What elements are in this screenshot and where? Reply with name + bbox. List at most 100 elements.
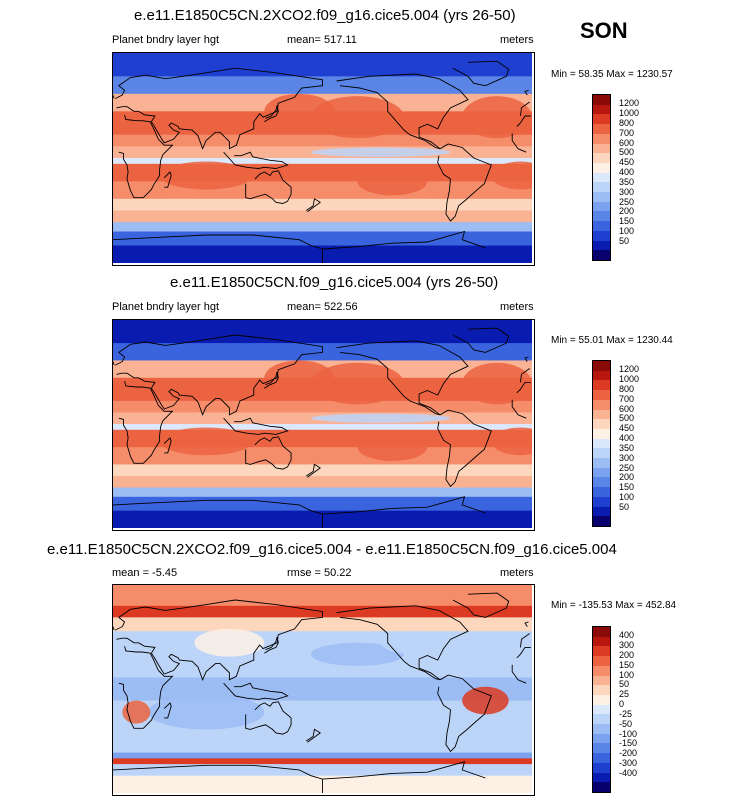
- colorbar-swatch: [593, 516, 610, 526]
- colorbar-swatch: [593, 762, 610, 773]
- colorbar-tick-label: 200: [619, 649, 635, 660]
- coastline-greenland: [452, 60, 510, 87]
- colorbar-swatch: [593, 665, 610, 676]
- coastline-japan: [264, 636, 279, 654]
- colorbar-swatch: [593, 211, 610, 222]
- colorbar-tick-label: 300: [619, 640, 635, 651]
- colorbar-swatch: [593, 458, 610, 468]
- panel-2-variable-label: Planet bndry layer hgt: [112, 301, 220, 313]
- coastline-antarctica: [113, 761, 486, 793]
- colorbar-swatch: [593, 496, 610, 507]
- colorbar-swatch: [593, 133, 610, 144]
- colorbar-tick-label: 200: [619, 206, 635, 217]
- colorbar-tick-label: 500: [619, 413, 635, 424]
- coastline-antarctica: [113, 230, 486, 263]
- coastline-indonesia: [223, 151, 289, 169]
- map-band: [113, 654, 532, 678]
- colorbar-tick-label: 800: [619, 383, 635, 394]
- colorbar-tick-label: 300: [619, 452, 635, 463]
- map-field: [113, 53, 532, 263]
- map-band: [113, 764, 532, 777]
- colorbar-swatch: [593, 627, 610, 637]
- map-patch: [122, 700, 151, 724]
- colorbar-swatch: [593, 192, 610, 202]
- map-patch: [159, 427, 253, 456]
- colorbar-swatch: [593, 390, 610, 400]
- colorbar-swatch: [593, 240, 610, 251]
- colorbar-swatch: [593, 250, 610, 260]
- map-patch: [194, 628, 265, 657]
- map-patch: [310, 96, 404, 139]
- coastline-eurasia: [115, 334, 530, 417]
- map-patch: [357, 167, 428, 196]
- coastline-indonesia: [223, 682, 289, 700]
- panel-1-colorbar-ticks: 1200 1000 800 700 600 500 450 400 350 300 250 200 15…: [619, 94, 659, 261]
- colorbar-tick-label: 450: [619, 157, 635, 168]
- colorbar-tick-label: 50: [619, 235, 630, 246]
- season-label: SON: [580, 18, 628, 43]
- colorbar-swatch: [593, 694, 610, 705]
- colorbar-swatch: [593, 370, 610, 381]
- colorbar-tick-label: 400: [619, 630, 635, 641]
- colorbar-swatch: [593, 221, 610, 231]
- colorbar-swatch: [593, 646, 610, 657]
- coastline-madagascar: [163, 171, 172, 188]
- map-field: [113, 585, 532, 793]
- panel-3-colorbar: [592, 626, 611, 793]
- colorbar-swatch: [593, 201, 610, 212]
- panel-2-mean: mean= 522.56: [287, 301, 358, 313]
- map-band: [113, 735, 532, 754]
- panel-3-title: e.e11.E1850C5CN.2XCO2.f09_g16.cice5.004 …: [47, 541, 617, 558]
- panel-2-colorbar: [592, 360, 611, 527]
- colorbar-tick-label: 150: [619, 482, 635, 493]
- colorbar-tick-label: 500: [619, 147, 635, 158]
- colorbar-swatch: [593, 714, 610, 725]
- coastline-north-america: [336, 340, 469, 416]
- colorbar-tick-label: 50: [619, 679, 630, 690]
- panel-1-map: [112, 52, 535, 266]
- coastline-antarctica: [113, 496, 486, 528]
- coastline-south-america: [437, 674, 492, 753]
- colorbar-tick-label: 100: [619, 669, 635, 680]
- coastline-north-america: [336, 73, 469, 150]
- map-band: [113, 53, 532, 77]
- panel-1-minmax: Min = 58.35 Max = 1230.57: [551, 69, 673, 80]
- map-patch: [159, 161, 253, 190]
- map-patch: [310, 362, 404, 405]
- colorbar-swatch: [593, 143, 610, 154]
- colorbar-swatch: [593, 656, 610, 666]
- panel-3-rmse: rmse = 50.22: [287, 567, 352, 579]
- panel-2-minmax: Min = 55.01 Max = 1230.44: [551, 335, 673, 346]
- coastline-australia: [245, 170, 292, 204]
- colorbar-tick-label: 1000: [619, 374, 640, 385]
- map-band: [113, 134, 532, 147]
- colorbar-tick-label: -100: [619, 728, 638, 739]
- colorbar-tick-label: 400: [619, 167, 635, 178]
- map-band: [113, 617, 532, 632]
- map-band: [113, 424, 532, 431]
- colorbar-swatch: [593, 704, 610, 715]
- colorbar-swatch: [593, 487, 610, 497]
- map-patch: [345, 198, 486, 211]
- colorbar-tick-label: -50: [619, 718, 633, 729]
- colorbar-tick-label: 250: [619, 196, 635, 207]
- colorbar-swatch: [593, 506, 610, 517]
- map-patch: [357, 433, 428, 461]
- coastline-africa: [118, 114, 531, 199]
- coastline-eurasia: [115, 67, 530, 150]
- panel-1-units: meters: [500, 34, 534, 46]
- colorbar-tick-label: 100: [619, 492, 635, 503]
- colorbar-swatch: [593, 724, 610, 734]
- map-patch: [147, 694, 265, 730]
- panel-2-map: [112, 319, 535, 531]
- colorbar-tick-label: 700: [619, 393, 635, 404]
- colorbar-tick-label: 25: [619, 689, 630, 700]
- colorbar-tick-label: 1200: [619, 364, 640, 375]
- coastline-eurasia: [115, 599, 530, 682]
- colorbar-tick-label: 1000: [619, 108, 640, 119]
- map-band: [113, 210, 532, 223]
- map-band: [113, 758, 532, 765]
- map-patch: [310, 413, 451, 423]
- map-patch: [345, 464, 486, 476]
- coastline-madagascar: [163, 702, 172, 719]
